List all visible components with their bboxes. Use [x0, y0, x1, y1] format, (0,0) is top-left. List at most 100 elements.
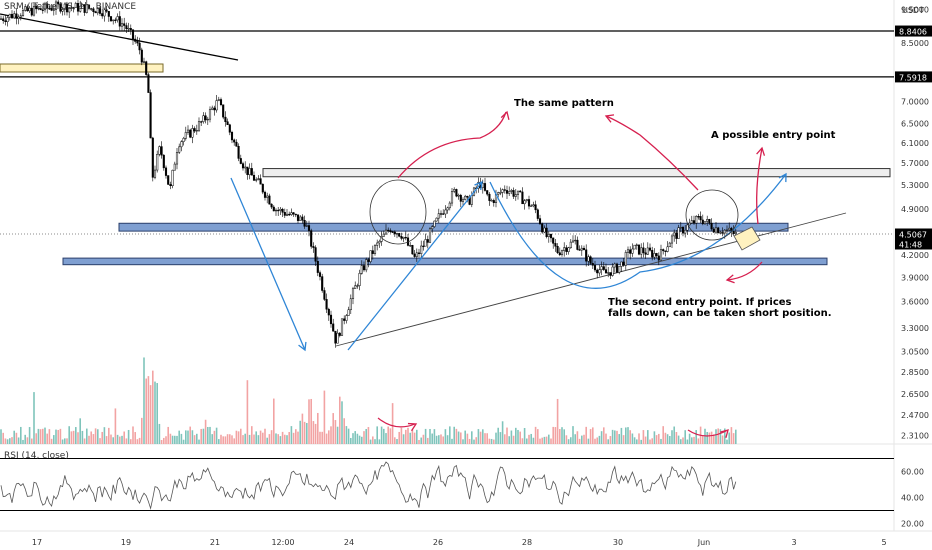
price-tick: 3.0500: [901, 348, 929, 357]
candle-body: [112, 19, 115, 22]
candle-body: [662, 249, 665, 252]
candle-body: [640, 247, 643, 255]
volume-bar: [442, 436, 444, 444]
candle-body: [296, 214, 300, 221]
volume-bar: [358, 435, 361, 444]
candle-body: [571, 240, 575, 243]
candle-body: [523, 200, 526, 205]
volume-bar: [719, 429, 722, 444]
volume-bar: [196, 433, 198, 444]
volume-bar: [255, 431, 257, 444]
volume-bar: [42, 428, 44, 444]
volume-bar: [0, 429, 2, 444]
volume-bar: [710, 431, 713, 444]
volume-bar: [651, 438, 653, 444]
candle-body: [464, 195, 467, 200]
volume-bar: [209, 426, 211, 444]
price-tick: 4.9000: [901, 205, 929, 214]
volume-bar: [658, 433, 660, 444]
volume-bar: [453, 426, 455, 444]
volume-bar: [182, 439, 185, 444]
candle-body: [103, 9, 106, 17]
volume-bar: [86, 428, 88, 444]
candle-body: [666, 246, 669, 252]
candle-body: [257, 178, 260, 180]
volume-bar: [499, 432, 502, 444]
volume-bar: [380, 426, 383, 444]
candle-body: [81, 4, 84, 7]
volume-bar: [24, 434, 26, 444]
volume-bar: [528, 434, 530, 444]
volume-bar: [475, 437, 477, 444]
candle-body: [483, 183, 487, 191]
volume-bar: [691, 437, 693, 444]
volume-bar: [297, 431, 299, 444]
candle-body: [373, 245, 377, 254]
candle-body: [677, 227, 680, 239]
candle-body: [59, 3, 62, 12]
volume-bar: [295, 429, 297, 444]
volume-bar: [233, 438, 235, 444]
volume-bar: [462, 439, 464, 444]
volume-bar: [385, 433, 387, 444]
candle-body: [692, 220, 696, 224]
volume-bar: [207, 426, 209, 444]
candle-body: [79, 5, 82, 12]
volume-bar: [391, 403, 394, 444]
candle-body: [426, 239, 429, 243]
time-tick: Jun: [697, 538, 711, 547]
volume-bar: [548, 434, 550, 444]
volume-bar: [343, 418, 345, 444]
candle-body: [288, 213, 291, 216]
candle-body: [688, 222, 691, 226]
candle-body: [180, 141, 183, 148]
candle-body: [618, 266, 621, 273]
candle-body: [70, 7, 73, 9]
candle-body: [169, 184, 172, 187]
volume-bar: [332, 413, 334, 444]
candle-body: [644, 252, 647, 255]
volume-bar: [273, 398, 275, 444]
candle-body: [525, 199, 528, 201]
candle-body: [129, 28, 132, 30]
candle-body: [378, 241, 381, 244]
volume-bar: [490, 438, 493, 444]
candle-body: [415, 252, 418, 257]
volume-bar: [435, 435, 438, 444]
candle-body: [332, 323, 335, 332]
volume-bar: [493, 439, 495, 444]
candle-body: [94, 11, 97, 14]
volume-bar: [167, 426, 169, 444]
volume-bar: [138, 437, 141, 444]
volume-bar: [319, 431, 321, 444]
volume-bar: [570, 437, 572, 444]
volume-bar: [367, 427, 370, 444]
zone-support: [62, 257, 828, 266]
volume-bar: [629, 430, 631, 444]
candle-body: [422, 245, 425, 248]
volume-bar: [398, 431, 400, 444]
candle-body: [204, 115, 207, 121]
price-tick: 8.5000: [901, 39, 929, 48]
candle-body: [120, 23, 124, 27]
candle-body: [24, 6, 27, 11]
candle-body: [345, 315, 348, 321]
volume-bar: [609, 436, 612, 444]
candle-body: [305, 225, 308, 227]
candle-body: [63, 3, 66, 10]
volume-bar: [407, 427, 409, 444]
volume-bar: [191, 430, 194, 444]
candle-body: [215, 100, 218, 111]
volume-bar: [541, 437, 543, 444]
candle-body: [307, 225, 311, 231]
volume-bar: [301, 413, 304, 444]
candle-body: [367, 259, 370, 262]
candle-body: [314, 247, 317, 262]
volume-bar: [50, 438, 53, 444]
volume-arc-left-head: [407, 422, 418, 432]
candle-body: [488, 193, 491, 201]
volume-bar: [149, 385, 152, 444]
candle-body: [10, 13, 14, 19]
volume-bar: [242, 435, 244, 444]
candle-body: [490, 200, 493, 202]
